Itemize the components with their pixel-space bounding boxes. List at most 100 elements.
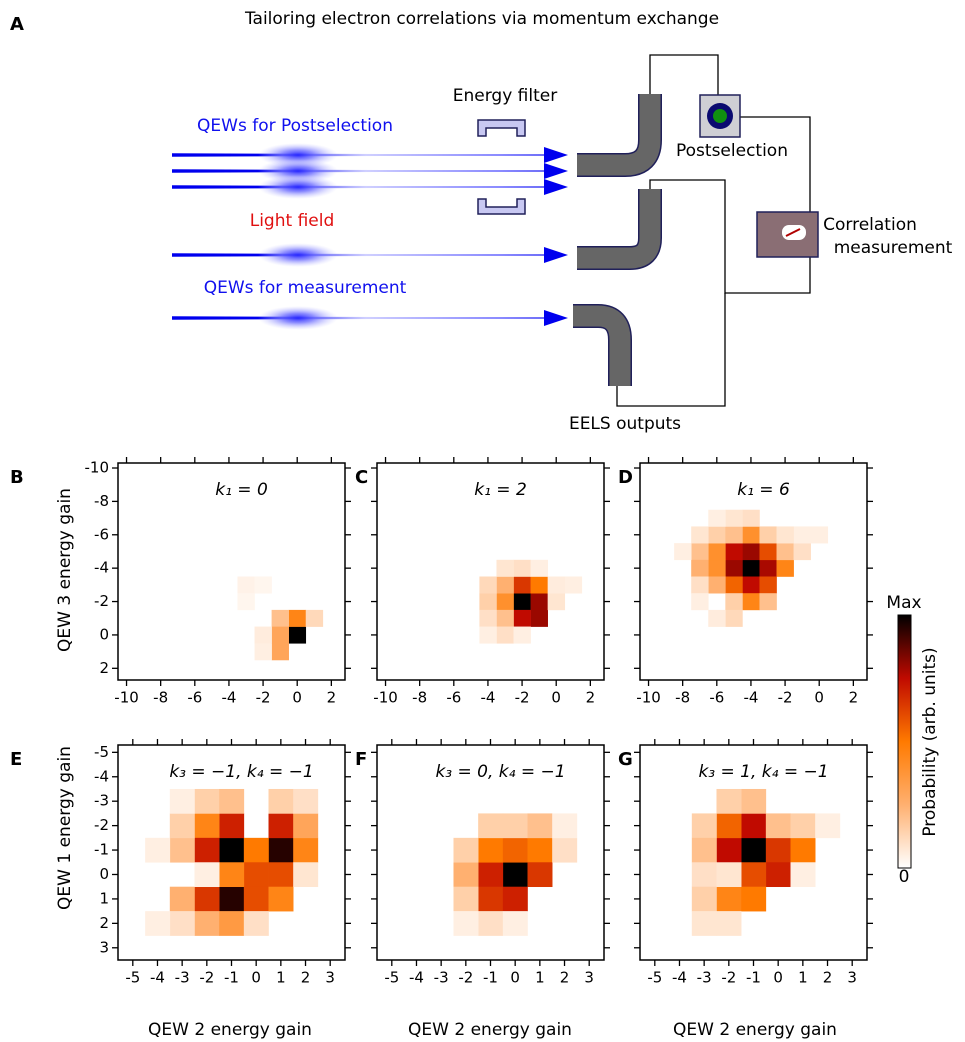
- heat-cell: [219, 862, 245, 888]
- x-tick-label: 1: [798, 969, 808, 987]
- x-tick-label: 2: [849, 689, 859, 707]
- beam-label: QEWs for Postselection: [197, 116, 393, 136]
- heat-cell: [268, 788, 294, 814]
- x-tick-label: -3: [697, 969, 712, 987]
- x-tick-label: -4: [672, 969, 687, 987]
- heat-cell: [271, 609, 289, 627]
- heat-cell: [564, 576, 583, 594]
- x-tick-label: -8: [675, 689, 690, 707]
- heat-cell: [691, 559, 709, 577]
- beam: [172, 253, 548, 257]
- x-tick-label: 0: [551, 689, 561, 707]
- heat-cell: [742, 576, 760, 594]
- x-tick-label: -2: [458, 969, 473, 987]
- heat-cell: [502, 813, 528, 839]
- heat-cell: [145, 911, 171, 936]
- heat-cell: [169, 788, 195, 814]
- heat-cell: [776, 543, 794, 561]
- heat-cell: [305, 609, 324, 627]
- x-tick-label: 1: [535, 969, 545, 987]
- panel-label: B: [10, 467, 24, 488]
- plot-frame: [639, 462, 868, 681]
- heat-cell: [194, 911, 220, 936]
- panel-title: k₁ = 6: [737, 480, 790, 500]
- heat-cell: [793, 526, 811, 544]
- colorbar: [897, 614, 912, 869]
- x-axis-label: QEW 2 energy gain: [673, 1020, 837, 1040]
- heat-cell: [725, 509, 743, 527]
- heatmap: [237, 576, 324, 661]
- heat-cell: [691, 886, 717, 912]
- x-tick-label: 0: [510, 969, 520, 987]
- heat-cell: [237, 593, 255, 611]
- panel-label: G: [618, 749, 633, 770]
- heat-cell: [453, 886, 479, 912]
- heat-cell: [243, 886, 269, 912]
- heat-cell: [254, 576, 272, 594]
- heat-cell: [741, 813, 767, 839]
- postselection-label: Postselection: [676, 141, 788, 161]
- heat-cell: [502, 886, 528, 912]
- heat-cell: [725, 576, 743, 594]
- heatmap: [691, 788, 841, 936]
- plot-frame: [117, 462, 346, 681]
- figure-title: Tailoring electron correlations via mome…: [244, 9, 719, 29]
- x-tick-label: -1: [746, 969, 761, 987]
- postselection-detector: [699, 94, 741, 138]
- y-tick-label: 1: [99, 889, 109, 907]
- heat-cell: [237, 576, 255, 594]
- heat-cell: [219, 788, 245, 814]
- heatmap: [145, 788, 319, 936]
- heat-cell: [268, 862, 294, 888]
- heat-cell: [453, 837, 479, 863]
- heat-cell: [815, 813, 841, 839]
- panel-label: E: [10, 749, 22, 770]
- heat-cell: [496, 559, 514, 577]
- x-tick-label: 0: [814, 689, 824, 707]
- plot-frame: [376, 462, 605, 681]
- heat-cell: [691, 862, 717, 888]
- heat-cell: [530, 559, 548, 577]
- heat-cell: [194, 813, 220, 839]
- heat-cell: [288, 626, 307, 644]
- heat-cell: [793, 543, 811, 561]
- panel-label: A: [10, 14, 24, 35]
- heat-cell: [496, 626, 514, 644]
- heat-cell: [513, 576, 531, 594]
- heat-cell: [530, 576, 548, 594]
- x-tick-label: -6: [709, 689, 724, 707]
- heat-cell: [790, 813, 816, 839]
- heat-cell: [243, 862, 269, 888]
- x-tick-label: -10: [114, 689, 139, 707]
- x-tick-label: -1: [224, 969, 239, 987]
- wavepacket: [258, 175, 338, 199]
- heat-cell: [496, 593, 514, 611]
- correlator: [756, 211, 819, 258]
- heat-cell: [219, 911, 245, 936]
- heat-cell: [496, 609, 514, 627]
- heat-cell: [243, 837, 269, 863]
- y-tick-label: -1: [94, 841, 109, 859]
- x-tick-label: 2: [560, 969, 570, 987]
- x-tick-label: 3: [325, 969, 335, 987]
- panel-title: k₃ = 1, k₄ = −1: [698, 762, 828, 782]
- x-tick-label: 2: [586, 689, 596, 707]
- heat-cell: [725, 593, 743, 611]
- heatmap: [453, 813, 578, 936]
- x-tick-label: 1: [276, 969, 286, 987]
- heat-cell: [530, 593, 548, 611]
- energy-filter: [477, 119, 526, 215]
- filter-label: Energy filter: [453, 86, 557, 106]
- heat-cell: [725, 526, 743, 544]
- wavepacket: [258, 243, 338, 267]
- heat-cell: [513, 593, 531, 611]
- heat-cell: [513, 626, 531, 644]
- heat-cell: [169, 886, 195, 912]
- heat-cell: [219, 837, 245, 863]
- heatmap: [674, 509, 829, 627]
- panel-title: k₁ = 2: [474, 480, 527, 500]
- y-tick-label: 0: [99, 625, 109, 643]
- heat-cell: [765, 862, 791, 888]
- heat-cell: [293, 837, 319, 863]
- heat-cell: [145, 837, 171, 863]
